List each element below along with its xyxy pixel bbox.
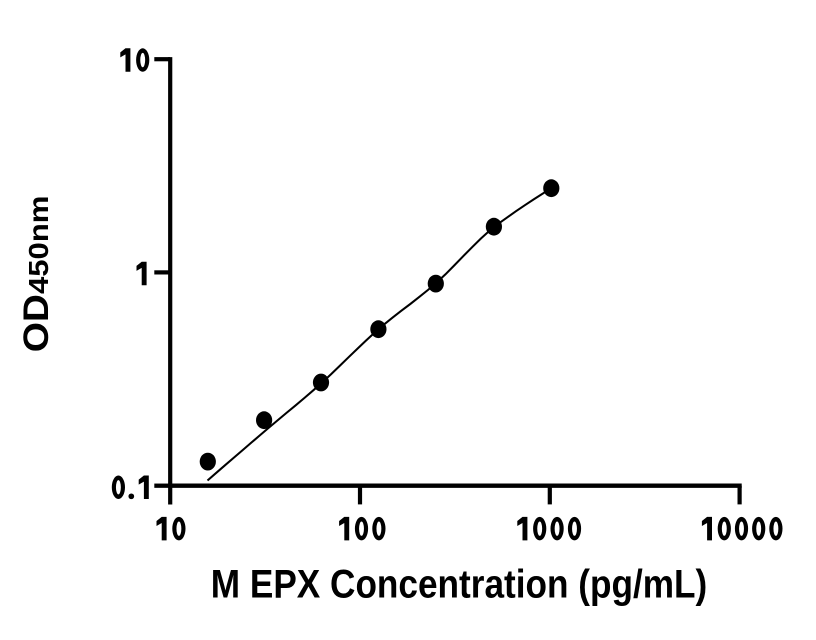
svg-text:OD450nm: OD450nm [17, 196, 56, 353]
svg-text:M EPX Concentration (pg/mL): M EPX Concentration (pg/mL) [211, 561, 707, 606]
